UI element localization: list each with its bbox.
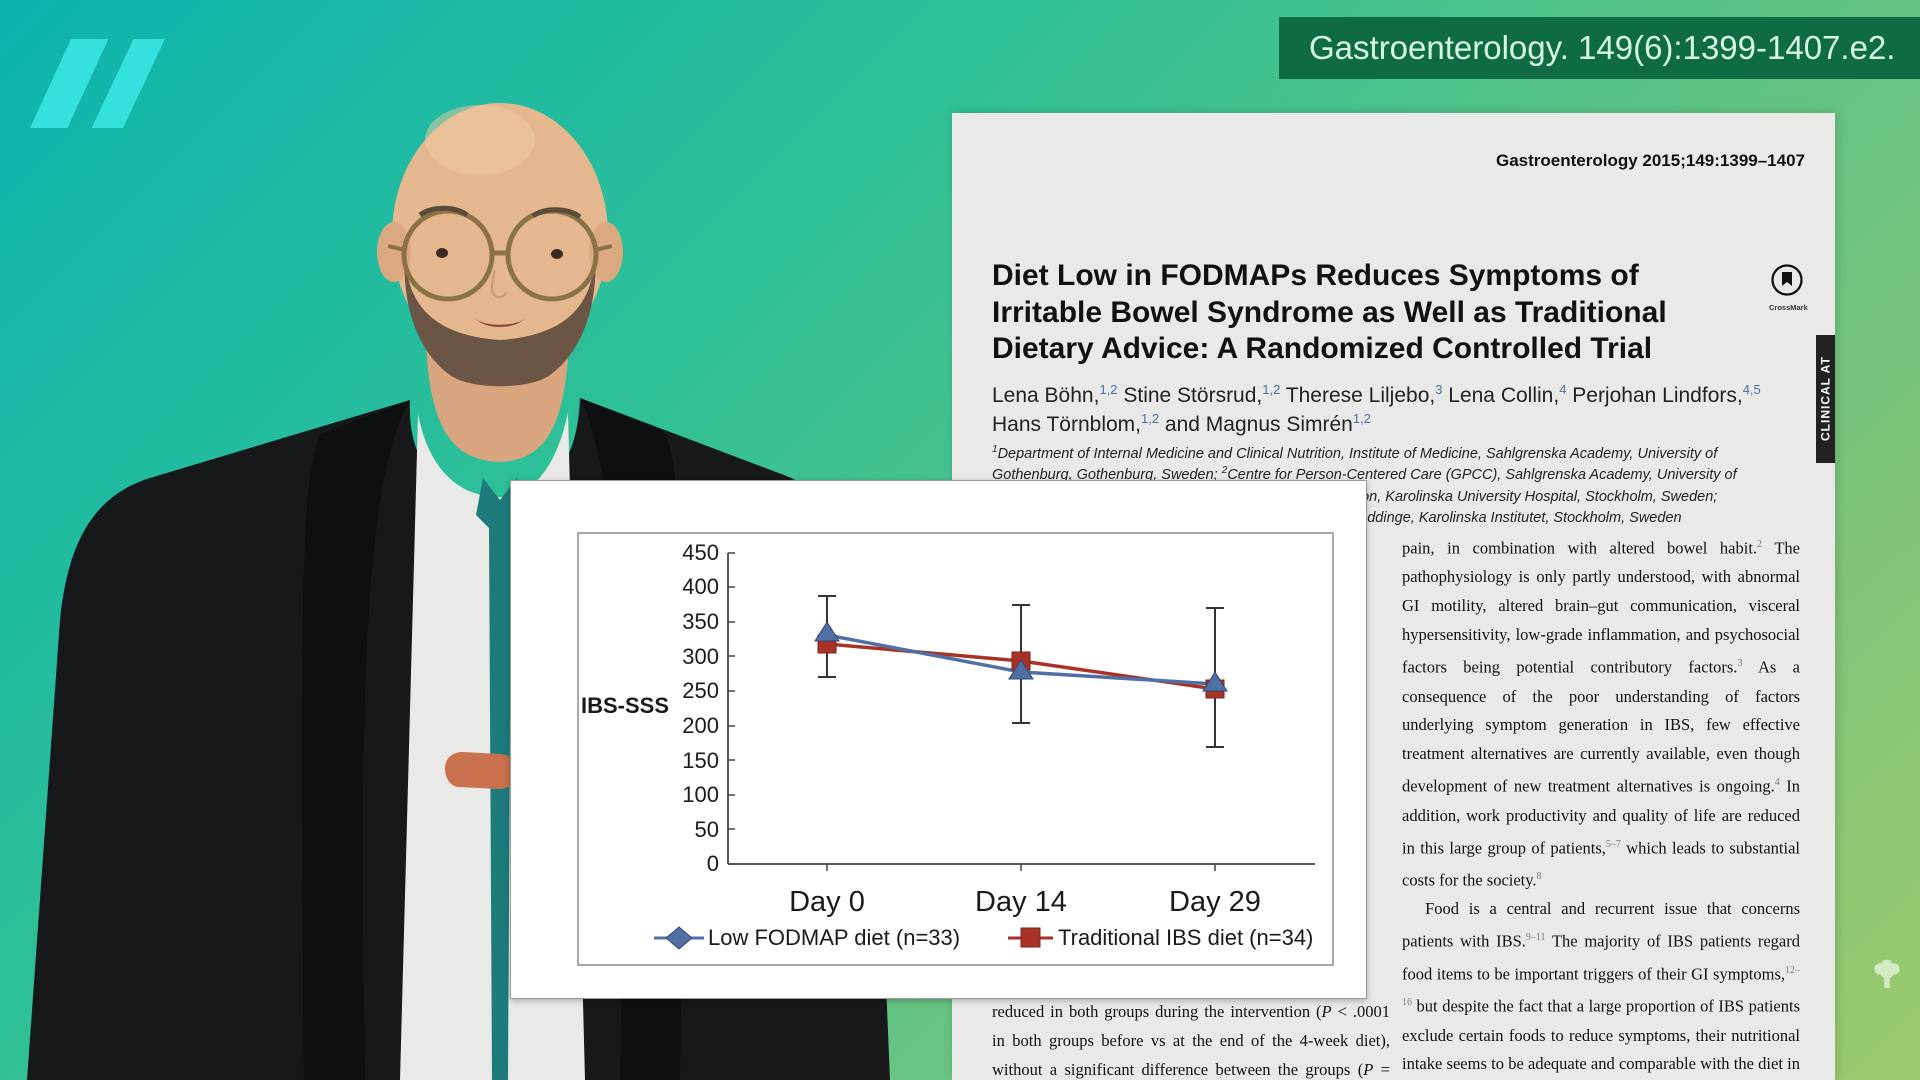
svg-text:Day 14: Day 14 [975,886,1067,918]
svg-text:250: 250 [682,678,719,703]
svg-text:Day 29: Day 29 [1169,886,1261,918]
svg-text:150: 150 [682,748,719,773]
svg-text:IBS-SSS: IBS-SSS [581,693,669,718]
svg-text:450: 450 [682,540,719,565]
svg-text:200: 200 [682,713,719,738]
svg-text:100: 100 [682,782,719,807]
svg-text:350: 350 [682,609,719,634]
svg-text:400: 400 [682,574,719,599]
svg-text:50: 50 [695,817,719,842]
svg-text:Day 0: Day 0 [789,886,865,918]
svg-text:Traditional IBS diet (n=34): Traditional IBS diet (n=34) [1058,925,1313,950]
svg-text:0: 0 [707,851,719,876]
svg-text:300: 300 [682,644,719,669]
svg-text:Low FODMAP diet (n=33): Low FODMAP diet (n=33) [708,925,960,950]
